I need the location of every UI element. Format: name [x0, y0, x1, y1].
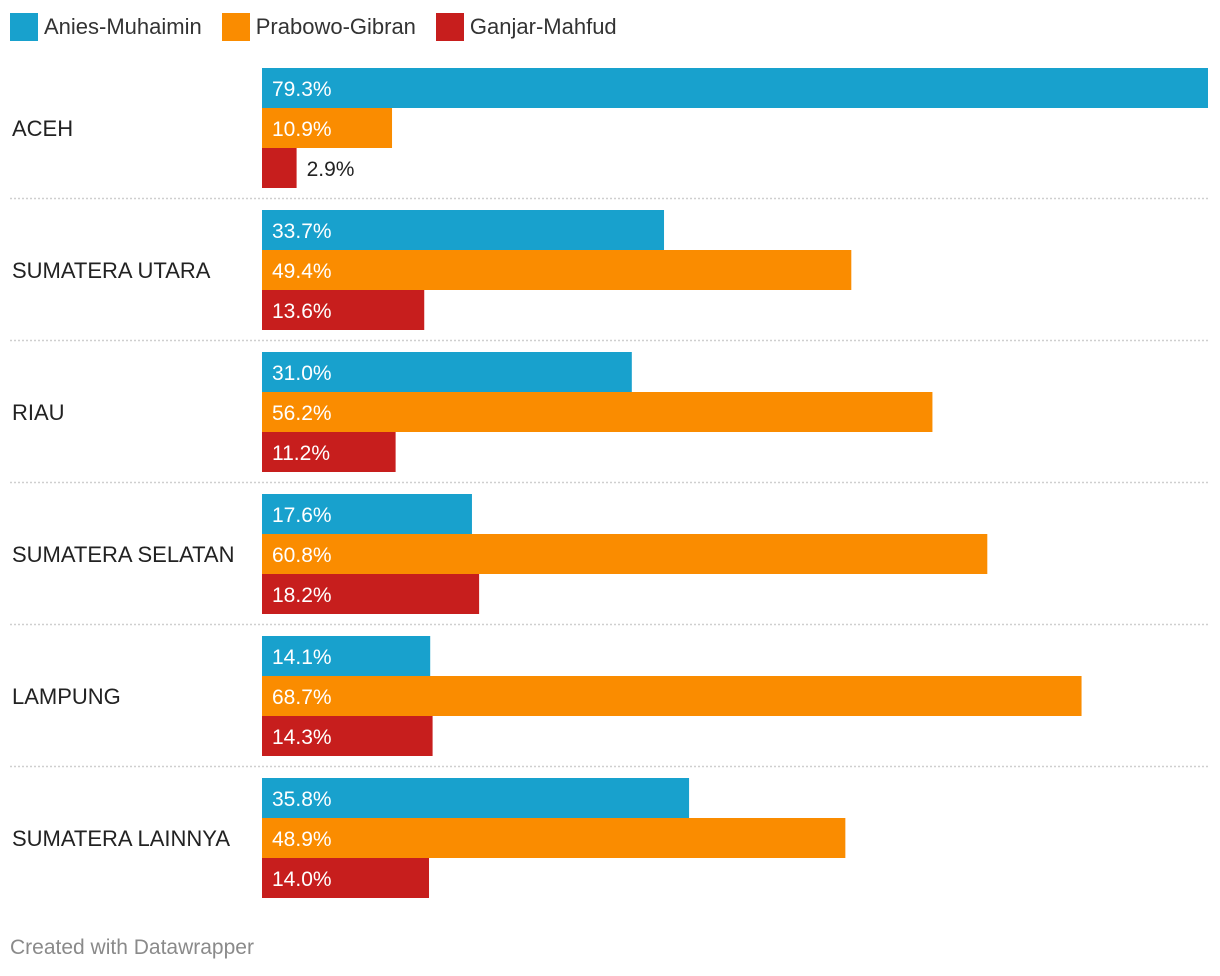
- legend-item: Ganjar-Mahfud: [435, 13, 617, 41]
- category-label: LAMPUNG: [12, 684, 121, 709]
- value-label: 10.9%: [272, 118, 332, 141]
- bar-prabowo-gibran: [262, 818, 846, 858]
- legend-swatch: [221, 13, 250, 41]
- category-label: SUMATERA SELATAN: [12, 542, 235, 567]
- legend-swatch: [10, 13, 38, 41]
- bar-prabowo-gibran: [262, 250, 852, 290]
- legend: Anies-Muhaimin Prabowo-Gibran Ganjar-Mahfu…: [10, 12, 637, 42]
- bar-ganjar-mahfud: [262, 290, 425, 330]
- category-label: ACEH: [12, 116, 73, 141]
- legend-label: Prabowo-Gibran: [255, 14, 416, 39]
- legend-swatch: [435, 13, 464, 41]
- value-label: 33.7%: [272, 220, 332, 243]
- bar-chart: ACEH 79.3% 10.9% 2.9% SUMATERA UTARA 33.7% 49.…: [10, 68, 1208, 898]
- bar-anies-muhaimin: [262, 352, 632, 392]
- value-label: 56.2%: [272, 402, 332, 425]
- legend-label: Anies-Muhaimin: [44, 14, 202, 39]
- footer-credit: Created with Datawrapper: [10, 936, 254, 959]
- bar-ganjar-mahfud: [262, 574, 480, 614]
- value-label: 68.7%: [272, 686, 332, 709]
- value-label: 17.6%: [272, 504, 332, 527]
- legend-label: Ganjar-Mahfud: [469, 14, 617, 39]
- bar-anies-muhaimin: [262, 494, 472, 534]
- bar-anies-muhaimin: [262, 778, 690, 818]
- value-label: 11.2%: [272, 442, 330, 465]
- value-label: 14.1%: [272, 646, 332, 669]
- bar-prabowo-gibran: [262, 676, 1082, 716]
- value-label: 14.0%: [272, 868, 332, 891]
- value-label: 14.3%: [272, 726, 332, 749]
- category-label: SUMATERA UTARA: [12, 258, 211, 283]
- bar-ganjar-mahfud: [262, 432, 396, 472]
- bar-anies-muhaimin: [262, 68, 1208, 108]
- value-label: 35.8%: [272, 788, 332, 811]
- value-label: 18.2%: [272, 584, 332, 607]
- value-label: 48.9%: [272, 828, 332, 851]
- category-label: SUMATERA LAINNYA: [12, 826, 230, 851]
- value-label: 31.0%: [272, 362, 332, 385]
- bar-prabowo-gibran: [262, 108, 393, 148]
- bar-anies-muhaimin: [262, 636, 431, 676]
- value-label: 13.6%: [272, 300, 332, 323]
- bar-prabowo-gibran: [262, 392, 933, 432]
- value-label: 49.4%: [272, 260, 332, 283]
- value-label: 79.3%: [272, 78, 332, 101]
- bar-ganjar-mahfud: [262, 716, 433, 756]
- bar-ganjar-mahfud: [262, 858, 430, 898]
- bar-ganjar-mahfud: [262, 148, 297, 188]
- value-label: 2.9%: [307, 158, 355, 181]
- legend-item: Anies-Muhaimin: [10, 13, 202, 41]
- bar-prabowo-gibran: [262, 534, 988, 574]
- bar-anies-muhaimin: [262, 210, 665, 250]
- value-label: 60.8%: [272, 544, 332, 567]
- category-label: RIAU: [12, 400, 65, 425]
- legend-item: Prabowo-Gibran: [221, 13, 416, 41]
